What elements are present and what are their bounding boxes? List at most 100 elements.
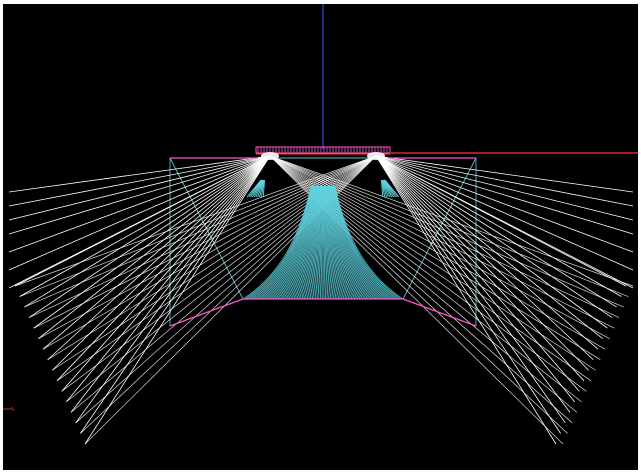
wedge-ray — [250, 179, 263, 198]
bundle-ray — [331, 185, 382, 300]
magenta-structure — [169, 157, 477, 327]
bundle-ray — [323, 185, 327, 300]
source-spots — [261, 152, 385, 160]
bundle-ray — [248, 185, 313, 300]
bundle-ray — [314, 185, 323, 300]
ray-line — [375, 155, 589, 371]
bundle-ray — [326, 185, 348, 300]
wedge-ray — [257, 179, 264, 198]
source-spot — [261, 152, 279, 160]
left-edge-marker — [3, 406, 15, 412]
bundle-ray — [311, 185, 322, 300]
bundle-ray — [282, 185, 318, 300]
wedge-ray — [384, 179, 400, 198]
wedge-ray — [380, 179, 384, 198]
wedge-ray — [381, 179, 387, 198]
central-ray-bundle — [242, 185, 404, 300]
wedge-ray — [262, 179, 266, 198]
ray-line — [14, 155, 377, 287]
bundle-ray — [253, 185, 313, 300]
bundle-fill — [243, 186, 403, 299]
bundle-ray — [327, 185, 353, 300]
ray-line — [14, 155, 271, 287]
ray-line — [375, 155, 608, 329]
wedge-ray — [255, 179, 264, 198]
side-wedge-right — [380, 179, 400, 198]
bundle-ray — [264, 185, 315, 300]
ray-line — [375, 155, 617, 308]
ray-line — [375, 155, 599, 350]
emitter-outline — [255, 146, 391, 154]
bundle-ray — [309, 185, 322, 300]
ray-line — [375, 155, 613, 318]
canvas-viewport[interactable] — [3, 4, 638, 470]
ray-line — [375, 155, 634, 271]
wedge-ray — [246, 179, 262, 198]
bundle-ray — [280, 185, 317, 300]
bundle-ray — [329, 185, 366, 300]
bundle-ray — [326, 185, 350, 300]
bundle-ray — [306, 185, 321, 300]
bundle-ray — [323, 185, 332, 300]
ray-fan-right — [14, 155, 634, 445]
bundle-ray — [327, 185, 358, 300]
ray-line — [19, 155, 377, 297]
ray-line — [33, 155, 271, 329]
bundle-ray — [304, 185, 321, 300]
ray-line — [375, 155, 634, 207]
bundle-ray — [325, 185, 340, 300]
bundle-ray — [261, 185, 315, 300]
bundle-ray — [288, 185, 319, 300]
emitter-bar — [255, 146, 391, 155]
wedge-ray — [381, 179, 386, 198]
wedge-ray — [253, 179, 264, 198]
bundle-ray — [327, 185, 356, 300]
ray-line — [269, 155, 615, 329]
magenta-line — [169, 298, 244, 327]
ray-line — [75, 155, 271, 424]
ray-line — [8, 155, 271, 221]
ray-line — [61, 155, 271, 392]
ray-line — [28, 155, 377, 318]
bundle-ray — [332, 185, 388, 300]
ray-line — [8, 155, 271, 207]
ray-line — [84, 155, 271, 445]
wedge-ray — [259, 179, 265, 198]
bundle-ray — [285, 185, 318, 300]
ray-line — [19, 155, 271, 297]
bundle-ray — [328, 185, 364, 300]
bundle-ray — [258, 185, 314, 300]
bundle-ray — [272, 185, 316, 300]
ray-line — [38, 155, 271, 339]
wedge-ray — [252, 179, 263, 198]
ray-line — [28, 155, 271, 318]
bundle-ray — [245, 185, 312, 300]
magenta-line — [402, 298, 477, 327]
bundle-ray — [301, 185, 321, 300]
bundle-ray — [277, 185, 317, 300]
ray-line — [375, 155, 603, 339]
ray-line — [8, 155, 271, 235]
wedge-ray — [384, 179, 398, 198]
ray-line — [375, 155, 561, 434]
ray-line — [8, 155, 271, 193]
ray-line — [375, 155, 622, 297]
bundle-ray — [331, 185, 380, 300]
bundle-ray — [250, 185, 313, 300]
source-spot — [367, 152, 385, 160]
ray-line — [269, 155, 634, 287]
bundle-ray — [333, 185, 396, 300]
ray-line — [375, 155, 585, 382]
ray-line — [66, 155, 271, 403]
bundle-ray — [293, 185, 319, 300]
bundle-ray — [333, 185, 393, 300]
bundle-ray — [266, 185, 315, 300]
bundle-ray — [298, 185, 320, 300]
wedge-ray — [382, 179, 389, 198]
ray-line — [8, 155, 271, 271]
ray-trace-diagram — [3, 4, 638, 445]
bundle-ray — [328, 185, 361, 300]
ray-line — [33, 155, 377, 329]
ray-line — [375, 155, 634, 221]
ray-line — [47, 155, 271, 361]
